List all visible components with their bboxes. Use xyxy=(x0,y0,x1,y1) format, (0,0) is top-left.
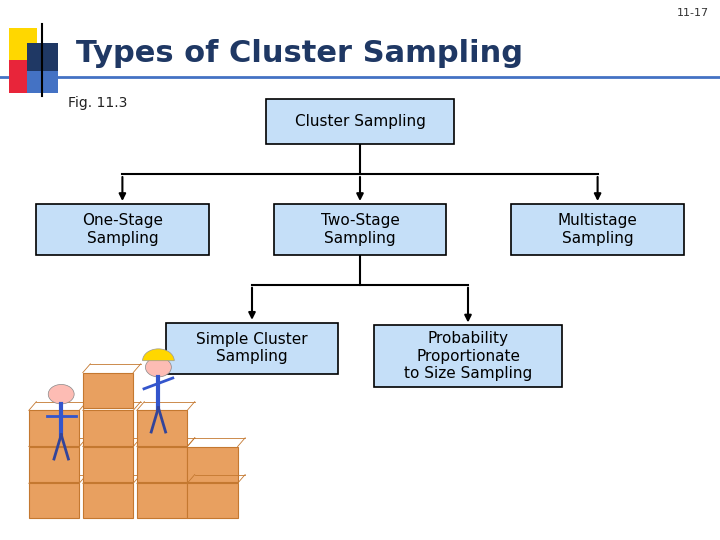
FancyBboxPatch shape xyxy=(166,322,338,374)
Bar xyxy=(137,483,187,518)
Circle shape xyxy=(48,384,74,404)
Text: Probability
Proportionate
to Size Sampling: Probability Proportionate to Size Sampli… xyxy=(404,332,532,381)
FancyBboxPatch shape xyxy=(274,204,446,255)
Text: Multistage
Sampling: Multistage Sampling xyxy=(558,213,637,246)
Bar xyxy=(137,410,187,445)
Circle shape xyxy=(145,357,171,377)
Bar xyxy=(187,483,238,518)
Bar xyxy=(83,483,133,518)
FancyBboxPatch shape xyxy=(511,204,684,255)
Bar xyxy=(83,447,133,482)
Bar xyxy=(29,447,79,482)
Bar xyxy=(29,483,79,518)
Bar xyxy=(83,410,133,445)
Text: Simple Cluster
Sampling: Simple Cluster Sampling xyxy=(196,332,308,365)
Text: Fig. 11.3: Fig. 11.3 xyxy=(68,96,127,110)
Bar xyxy=(29,410,79,445)
Wedge shape xyxy=(143,349,174,361)
Bar xyxy=(83,373,133,408)
FancyBboxPatch shape xyxy=(36,204,209,255)
Text: Two-Stage
Sampling: Two-Stage Sampling xyxy=(320,213,400,246)
Bar xyxy=(27,71,58,93)
Bar xyxy=(187,447,238,482)
Text: Cluster Sampling: Cluster Sampling xyxy=(294,114,426,129)
Bar xyxy=(9,60,37,93)
Text: 11-17: 11-17 xyxy=(677,8,709,18)
Text: Types of Cluster Sampling: Types of Cluster Sampling xyxy=(76,39,523,69)
Bar xyxy=(137,447,187,482)
Text: One-Stage
Sampling: One-Stage Sampling xyxy=(82,213,163,246)
Bar xyxy=(27,43,58,78)
Bar xyxy=(9,28,37,60)
FancyBboxPatch shape xyxy=(266,98,454,144)
FancyBboxPatch shape xyxy=(374,325,562,388)
